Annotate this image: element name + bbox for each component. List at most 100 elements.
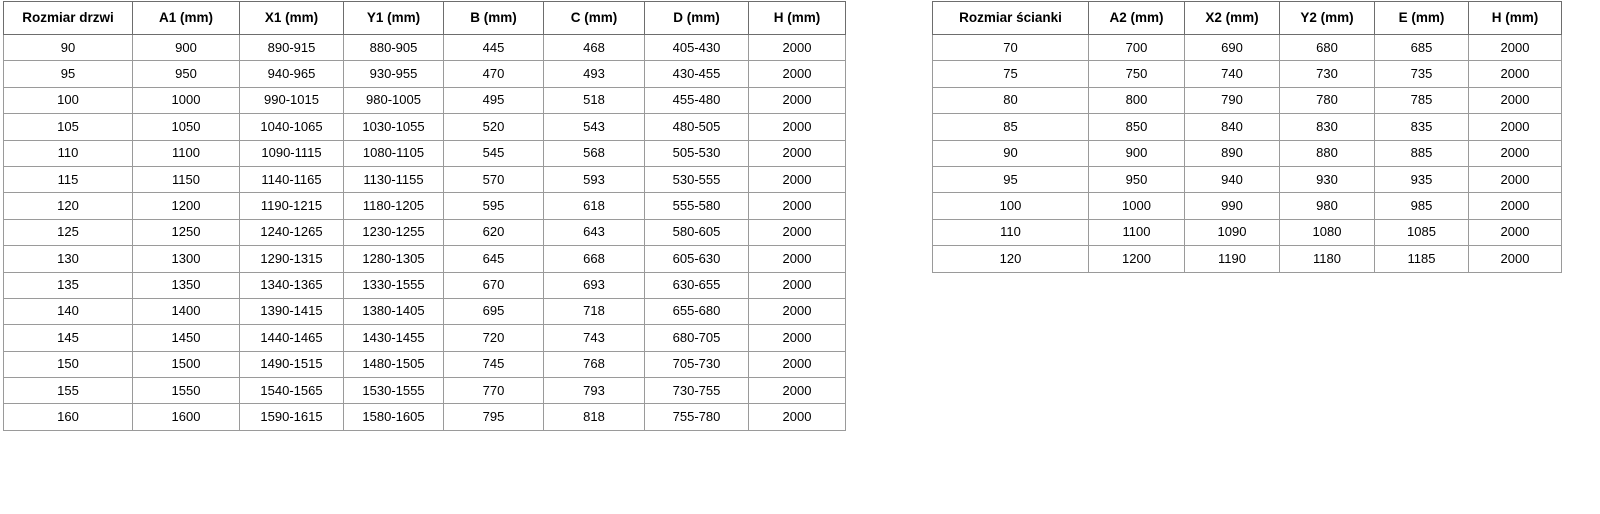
walls-col-header-a2: A2 (mm) bbox=[1088, 1, 1185, 35]
table-row: 90 900 890 880 885 2000 bbox=[932, 139, 1562, 167]
table-cell: 770 bbox=[443, 377, 544, 405]
table-cell: 2000 bbox=[1468, 192, 1562, 220]
table-row: 140 1400 1390-1415 1380-1405 695 718 655-680 20… bbox=[3, 297, 846, 326]
table-cell: 520 bbox=[443, 113, 544, 141]
table-cell: 693 bbox=[543, 271, 645, 299]
walls-col-header-h: H (mm) bbox=[1468, 1, 1562, 35]
table-cell: 545 bbox=[443, 139, 544, 167]
table-cell: 980-1005 bbox=[343, 86, 444, 115]
table-cell: 1185 bbox=[1374, 245, 1469, 273]
walls-dimension-table: Rozmiar ścianki A2 (mm) X2 (mm) Y2 (mm) … bbox=[932, 1, 1562, 273]
table-cell: 2000 bbox=[1468, 165, 1562, 194]
table-cell: 830 bbox=[1279, 113, 1375, 141]
table-row: 155 1550 1540-1565 1530-1555 770 793 730-755 20… bbox=[3, 377, 846, 405]
table-row: 160 1600 1590-1615 1580-1605 795 818 755-780 20… bbox=[3, 403, 846, 431]
table-cell: 2000 bbox=[748, 297, 846, 326]
table-cell: 493 bbox=[543, 60, 645, 88]
table-cell: 1200 bbox=[132, 192, 240, 220]
table-cell: 785 bbox=[1374, 86, 1469, 115]
table-cell: 900 bbox=[1088, 139, 1185, 167]
table-row: 90 900 890-915 880-905 445 468 405-430 2000 bbox=[3, 33, 846, 62]
table-cell: 1400 bbox=[132, 297, 240, 326]
table-cell: 1280-1305 bbox=[343, 245, 444, 273]
table-cell: 470 bbox=[443, 60, 544, 88]
table-cell: 620 bbox=[443, 218, 544, 247]
table-row: 125 1250 1240-1265 1230-1255 620 643 580-605 20… bbox=[3, 218, 846, 247]
doors-col-header-size: Rozmiar drzwi bbox=[3, 1, 133, 35]
table-cell: 1190-1215 bbox=[239, 192, 344, 220]
table-cell: 1085 bbox=[1374, 218, 1469, 247]
table-cell: 705-730 bbox=[644, 350, 749, 379]
table-cell: 735 bbox=[1374, 60, 1469, 88]
table-cell: 150 bbox=[3, 350, 133, 379]
table-cell: 2000 bbox=[748, 33, 846, 62]
table-cell: 2000 bbox=[748, 139, 846, 167]
table-cell: 85 bbox=[932, 113, 1089, 141]
table-cell: 695 bbox=[443, 297, 544, 326]
table-cell: 518 bbox=[543, 86, 645, 115]
table-cell: 543 bbox=[543, 113, 645, 141]
table-cell: 468 bbox=[543, 33, 645, 62]
table-cell: 1040-1065 bbox=[239, 113, 344, 141]
table-cell: 445 bbox=[443, 33, 544, 62]
table-cell: 980 bbox=[1279, 192, 1375, 220]
table-cell: 680 bbox=[1279, 33, 1375, 62]
table-cell: 430-455 bbox=[644, 60, 749, 88]
doors-col-header-x1: X1 (mm) bbox=[239, 1, 344, 35]
table-cell: 140 bbox=[3, 297, 133, 326]
table-cell: 2000 bbox=[1468, 218, 1562, 247]
table-cell: 1540-1565 bbox=[239, 377, 344, 405]
table-cell: 110 bbox=[3, 139, 133, 167]
table-cell: 655-680 bbox=[644, 297, 749, 326]
table-row: 95 950 940-965 930-955 470 493 430-455 2000 bbox=[3, 60, 846, 88]
table-cell: 2000 bbox=[748, 324, 846, 352]
doors-dimension-table: Rozmiar drzwi A1 (mm) X1 (mm) Y1 (mm) B … bbox=[3, 1, 846, 431]
table-row: 70 700 690 680 685 2000 bbox=[932, 33, 1562, 62]
table-cell: 730 bbox=[1279, 60, 1375, 88]
table-cell: 990 bbox=[1184, 192, 1280, 220]
walls-col-header-e: E (mm) bbox=[1374, 1, 1469, 35]
walls-table-body: 70 700 690 680 685 2000 75 750 740 730 735 2000 80 80… bbox=[932, 33, 1562, 273]
table-cell: 985 bbox=[1374, 192, 1469, 220]
table-cell: 2000 bbox=[1468, 139, 1562, 167]
table-cell: 1290-1315 bbox=[239, 245, 344, 273]
table-row: 150 1500 1490-1515 1480-1505 745 768 705-730 20… bbox=[3, 350, 846, 379]
doors-col-header-c: C (mm) bbox=[543, 1, 645, 35]
table-cell: 1430-1455 bbox=[343, 324, 444, 352]
table-cell: 155 bbox=[3, 377, 133, 405]
table-cell: 100 bbox=[932, 192, 1089, 220]
table-cell: 890 bbox=[1184, 139, 1280, 167]
table-cell: 835 bbox=[1374, 113, 1469, 141]
table-row: 115 1150 1140-1165 1130-1155 570 593 530-555 20… bbox=[3, 165, 846, 194]
table-cell: 90 bbox=[3, 33, 133, 62]
table-cell: 890-915 bbox=[239, 33, 344, 62]
table-cell: 990-1015 bbox=[239, 86, 344, 115]
table-cell: 1600 bbox=[132, 403, 240, 431]
table-cell: 730-755 bbox=[644, 377, 749, 405]
table-cell: 880-905 bbox=[343, 33, 444, 62]
table-cell: 1390-1415 bbox=[239, 297, 344, 326]
table-cell: 100 bbox=[3, 86, 133, 115]
table-cell: 2000 bbox=[748, 350, 846, 379]
table-cell: 160 bbox=[3, 403, 133, 431]
table-cell: 1240-1265 bbox=[239, 218, 344, 247]
table-row: 130 1300 1290-1315 1280-1305 645 668 605-630 20… bbox=[3, 245, 846, 273]
table-cell: 1130-1155 bbox=[343, 165, 444, 194]
table-cell: 670 bbox=[443, 271, 544, 299]
walls-table-container: Rozmiar ścianki A2 (mm) X2 (mm) Y2 (mm) … bbox=[932, 1, 1562, 273]
table-cell: 940 bbox=[1184, 165, 1280, 194]
table-cell: 1480-1505 bbox=[343, 350, 444, 379]
table-cell: 120 bbox=[932, 245, 1089, 273]
table-cell: 1030-1055 bbox=[343, 113, 444, 141]
table-cell: 790 bbox=[1184, 86, 1280, 115]
table-cell: 1200 bbox=[1088, 245, 1185, 273]
table-row: 100 1000 990-1015 980-1005 495 518 455-480 2000 bbox=[3, 86, 846, 115]
table-cell: 950 bbox=[132, 60, 240, 88]
table-cell: 780 bbox=[1279, 86, 1375, 115]
table-cell: 630-655 bbox=[644, 271, 749, 299]
table-cell: 900 bbox=[132, 33, 240, 62]
table-cell: 755-780 bbox=[644, 403, 749, 431]
table-cell: 2000 bbox=[748, 271, 846, 299]
table-cell: 1450 bbox=[132, 324, 240, 352]
table-cell: 1230-1255 bbox=[343, 218, 444, 247]
